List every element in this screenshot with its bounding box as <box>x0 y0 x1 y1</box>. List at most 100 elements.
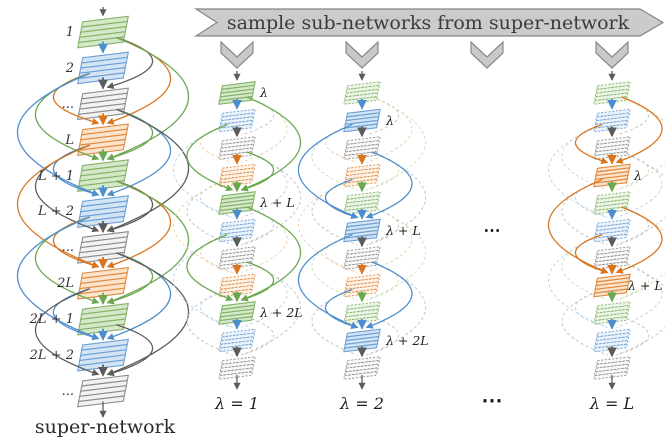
banner: sample sub-networks from super-network <box>193 8 665 37</box>
banner-ribbon <box>193 8 665 37</box>
active-skip-arcs <box>186 96 302 302</box>
skip-connection-arc <box>172 178 233 273</box>
active-skip-arcs <box>547 96 663 275</box>
layer-block-sheets <box>343 108 381 133</box>
labels: 1 2 ... L L + 1 L + 2 ... 2L 2L + 1 2L +… <box>29 25 663 438</box>
skip-connection-arc <box>574 233 609 275</box>
skip-connection-arc <box>106 180 190 304</box>
layer-block-green <box>77 15 129 49</box>
block-label: λ <box>633 168 642 183</box>
skip-connection-arc <box>366 96 427 191</box>
lambda-label: λ = 2 <box>339 394 384 413</box>
layer-block-sheets <box>77 374 129 408</box>
sub-network-column <box>172 71 302 390</box>
layer-index-label: 1 <box>66 25 74 40</box>
skip-connection-arc <box>616 316 650 356</box>
skip-connection-arc <box>297 233 359 329</box>
layer-block-green <box>77 159 129 192</box>
layer-index-label: L + 2 <box>37 204 74 219</box>
layer-sheet <box>218 371 253 380</box>
skip-connection-arc <box>34 288 100 376</box>
layer-block-blue <box>77 195 129 228</box>
banner-label: sample sub-networks from super-network <box>227 12 630 34</box>
layer-blocks <box>218 81 256 380</box>
layer-block-sheets <box>593 301 631 325</box>
skip-connection-arc <box>366 206 427 301</box>
layer-block-green <box>593 301 631 325</box>
layer-block-gray <box>593 356 631 380</box>
layer-block-sheets <box>77 15 129 49</box>
layer-block-gray <box>77 231 129 264</box>
layer-block-sheets <box>593 246 631 270</box>
layer-block-orange <box>593 273 631 298</box>
layer-block-orange <box>343 163 381 188</box>
layer-block-sheets <box>218 273 256 298</box>
active-skip-arcs <box>297 123 413 330</box>
skip-connection-arc <box>186 233 234 302</box>
skip-connection-arc <box>574 123 609 165</box>
lambda-label: λ = L <box>589 394 634 413</box>
skip-connection-arc <box>366 316 400 356</box>
block-label: λ <box>259 85 268 100</box>
skip-connection-arc <box>16 144 100 268</box>
layer-block-blue <box>343 108 381 133</box>
skip-connection-arc <box>366 206 400 246</box>
layer-block-orange <box>593 163 631 188</box>
layer-index-label: 2L + 2 <box>29 348 74 363</box>
skip-connection-arc <box>106 36 190 161</box>
skip-connection-arc <box>366 261 400 301</box>
network-columns <box>16 7 665 418</box>
layer-block-sheets <box>77 231 129 264</box>
ellipsis-middle: ⋯ <box>484 221 501 241</box>
skip-connection-arc <box>241 96 275 136</box>
layer-index-label: L + 1 <box>37 169 74 184</box>
block-label: λ + L <box>385 223 421 238</box>
skip-connection-arc <box>240 151 275 192</box>
layer-block-green <box>77 302 129 336</box>
layer-sheet <box>343 371 378 380</box>
block-label: λ + L <box>627 278 663 293</box>
chevron-down-icon <box>220 40 254 69</box>
layer-block-sheets <box>593 163 631 188</box>
skip-connection-arc <box>365 151 413 219</box>
skip-connection-arc <box>547 178 609 274</box>
layer-block-sheets <box>77 87 129 121</box>
layer-block-sheets <box>77 338 129 372</box>
chevron-down-icon <box>470 40 504 69</box>
layer-block-sheets <box>343 328 381 353</box>
layer-block-orange <box>77 123 129 157</box>
layer-index-label: ... <box>62 97 74 112</box>
skip-connection-arc <box>616 261 650 301</box>
layer-block-orange <box>218 163 256 188</box>
layer-index-label: 2L + 1 <box>29 312 74 327</box>
layer-block-sheets <box>593 356 631 380</box>
skip-connection-arc <box>616 151 665 246</box>
layer-index-label: 2 <box>65 61 74 76</box>
layer-block-sheets <box>218 356 256 380</box>
super-network-column <box>16 7 190 418</box>
skip-connection-arc <box>366 151 400 191</box>
skip-connection-arc <box>615 206 663 274</box>
skip-connection-arc <box>297 123 359 219</box>
layer-block-sheets <box>343 356 381 380</box>
layer-block-sheets <box>343 301 381 325</box>
sub-network-column <box>547 71 665 390</box>
chevron-down-icon <box>595 40 629 69</box>
layer-block-blue <box>77 51 129 85</box>
layer-block-sheets <box>77 266 129 300</box>
layer-block-gray <box>77 374 129 408</box>
block-label: λ + 2L <box>385 333 429 348</box>
active-skip-arcs <box>16 36 190 377</box>
skip-connection-arc <box>106 108 190 232</box>
layer-block-green <box>343 301 381 325</box>
skip-connection-arc <box>16 216 100 340</box>
layer-index-label: ... <box>62 240 74 255</box>
skip-connection-arc <box>616 96 650 136</box>
block-label: λ + L <box>259 195 295 210</box>
layer-block-sheets <box>77 195 129 228</box>
layer-block-sheets <box>218 163 256 188</box>
layer-block-sheets <box>343 81 381 105</box>
skip-connection-arc <box>106 252 190 376</box>
layer-block-sheets <box>77 302 129 336</box>
